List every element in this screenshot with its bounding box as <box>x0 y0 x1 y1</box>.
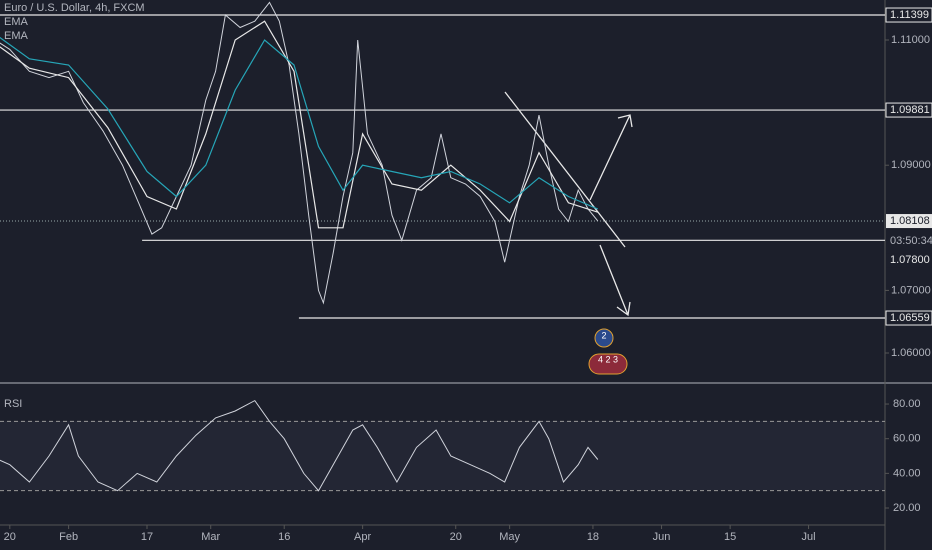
price-series <box>0 20 598 229</box>
rsi-line <box>0 399 599 492</box>
x-tick-label: Feb <box>59 531 78 543</box>
rsi-y-tick-label: 60.00 <box>893 433 921 445</box>
event-badge-text: 2 <box>601 330 606 340</box>
price-series <box>0 1 599 305</box>
x-tick-label: 16 <box>278 531 290 543</box>
legend-entry: EMA <box>4 16 29 28</box>
y-tick-label: 1.07000 <box>891 284 931 296</box>
rsi-title: RSI <box>4 398 22 410</box>
event-badge <box>594 328 614 348</box>
up-arrow <box>589 114 633 201</box>
x-tick-label: 18 <box>587 531 599 543</box>
event-badge-text: 4 2 3 <box>598 354 618 364</box>
countdown: 03:50:34 <box>890 235 932 247</box>
level-label: 1.11399 <box>890 9 929 21</box>
event-badge <box>588 353 628 375</box>
rsi-y-tick-label: 80.00 <box>893 398 921 410</box>
rsi-y-tick-label: 40.00 <box>893 467 921 479</box>
last-price-label: 1.08108 <box>890 215 930 227</box>
legend-entry: EMA <box>4 30 29 42</box>
x-tick-label: Jun <box>653 531 671 543</box>
price-series <box>0 36 599 210</box>
y-tick-label: 1.09000 <box>891 159 931 171</box>
level-label: 1.09881 <box>890 104 930 116</box>
y-tick-label: 1.11000 <box>891 34 930 46</box>
rsi-band-fill <box>0 421 885 490</box>
x-tick-label: Jul <box>802 531 816 543</box>
level-label-box <box>886 253 932 268</box>
x-tick-label: 15 <box>724 531 736 543</box>
event-badges: 2 4 2 3 <box>588 328 628 375</box>
down-arrow <box>599 244 631 317</box>
y-tick-label: 1.06000 <box>891 347 931 359</box>
last-price-box <box>886 214 932 229</box>
x-tick-label: May <box>499 531 520 543</box>
trend-line <box>504 91 626 248</box>
level-label-box <box>885 310 932 326</box>
x-tick-label: Apr <box>354 531 371 543</box>
level-label: 1.06559 <box>890 312 930 324</box>
x-tick-label: 20 <box>450 531 462 543</box>
rsi-y-tick-label: 20.00 <box>893 502 921 514</box>
level-label: 1.07800 <box>890 254 930 266</box>
chart-title: Euro / U.S. Dollar, 4h, FXCM <box>4 2 145 14</box>
x-tick-label: 20 <box>4 531 16 543</box>
level-label-box <box>885 102 932 118</box>
x-tick-label: 17 <box>141 531 153 543</box>
level-label-box <box>885 7 932 23</box>
x-tick-label: Mar <box>201 531 220 543</box>
